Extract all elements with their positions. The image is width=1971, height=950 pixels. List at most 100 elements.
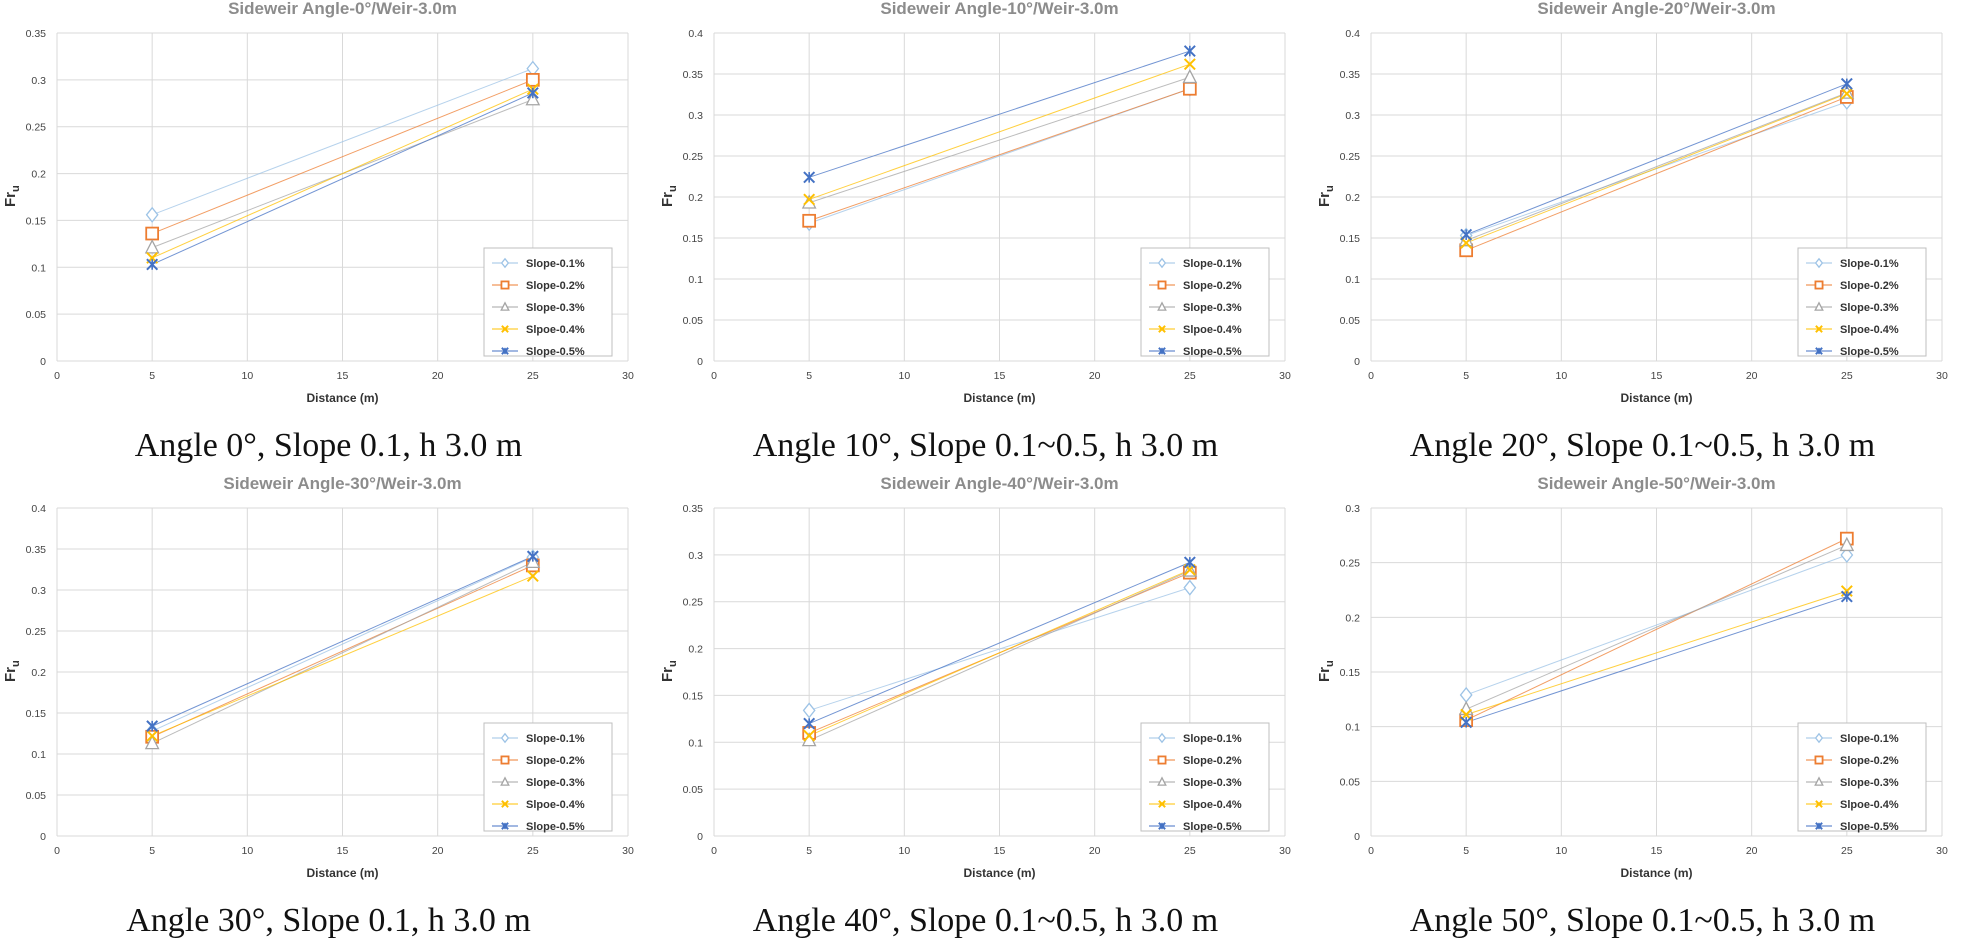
series-line-5	[809, 50, 1190, 178]
x-axis-label: Distance (m)	[306, 391, 378, 405]
x-tick-label: 25	[1184, 845, 1196, 857]
x-tick-label: 0	[1368, 845, 1374, 857]
x-tick-label: 20	[432, 370, 444, 382]
legend: Slope-0.1% Slope-0.2% Slope-0.3% Slpoe-0.4%…	[1140, 247, 1270, 358]
y-tick-label: 0.2	[31, 169, 46, 181]
chart-panel-3: Sideweir Angle-20°/Weir-3.0m 0 0.05 0.1 0.15…	[1314, 0, 1971, 475]
legend-marker	[500, 776, 510, 786]
y-tick-label: 0.3	[1345, 110, 1360, 122]
chart-svg-3: Sideweir Angle-20°/Weir-3.0m 0 0.05 0.1 0.15…	[1316, 0, 1948, 405]
legend-label: Slpoe-0.4%	[1840, 324, 1899, 336]
legend-marker	[500, 755, 510, 765]
x-tick-label: 15	[1651, 370, 1663, 382]
x-tick-label: 30	[622, 845, 634, 857]
legend-label: Slope-0.2%	[1183, 280, 1242, 292]
y-tick-label: 0.05	[26, 790, 47, 802]
data-point	[1458, 700, 1474, 716]
legend-marker	[1814, 755, 1824, 765]
series-line-4	[151, 88, 534, 259]
x-axis-label: Distance (m)	[1620, 866, 1692, 880]
legend-marker	[1158, 822, 1166, 830]
data-point	[1840, 590, 1853, 603]
y-tick-label: 0.35	[683, 503, 704, 515]
y-tick-label: 0.05	[1340, 776, 1361, 788]
legend-label: Slope-0.2%	[1840, 755, 1899, 767]
legend-marker	[500, 280, 510, 290]
chart-title: Sideweir Angle-10°/Weir-3.0m	[880, 0, 1118, 18]
legend-marker	[1814, 732, 1824, 744]
series-line-2	[151, 79, 534, 235]
chart-title: Sideweir Angle-50°/Weir-3.0m	[1537, 475, 1775, 493]
series-line-1	[809, 587, 1190, 711]
legend-label: Slope-0.2%	[1840, 280, 1899, 292]
legend-label: Slope-0.3%	[1183, 777, 1242, 789]
legend-label: Slpoe-0.4%	[1183, 324, 1242, 336]
y-tick-label: 0.1	[1345, 722, 1360, 734]
data-point	[1459, 686, 1473, 704]
chart-svg-4: Sideweir Angle-30°/Weir-3.0m 0 0.05 0.1 0.15…	[2, 475, 634, 880]
y-tick-label: 0.15	[1340, 667, 1361, 679]
chart-panel-6: Sideweir Angle-50°/Weir-3.0m 0 0.05 0.1 0.15…	[1314, 475, 1971, 950]
x-tick-label: 0	[54, 370, 60, 382]
y-tick-label: 0.3	[31, 585, 46, 597]
y-tick-label: 0.35	[26, 544, 47, 556]
legend-marker	[500, 732, 510, 744]
legend: Slope-0.1% Slope-0.2% Slope-0.3% Slpoe-0.4%…	[1797, 722, 1927, 833]
x-tick-label: 5	[1463, 845, 1469, 857]
legend-marker	[1815, 347, 1823, 355]
y-tick-label: 0.15	[26, 708, 47, 720]
y-tick-label: 0.15	[683, 690, 704, 702]
data-point	[525, 91, 541, 106]
legend: Slope-0.1% Slope-0.2% Slope-0.3% Slpoe-0.4%…	[1140, 722, 1270, 833]
x-tick-label: 10	[241, 845, 253, 857]
x-tick-label: 25	[1184, 370, 1196, 382]
data-point	[1182, 68, 1198, 84]
y-tick-label: 0.25	[26, 626, 47, 638]
legend-marker	[501, 325, 509, 333]
x-tick-label: 20	[1746, 370, 1758, 382]
y-tick-label: 0.2	[1345, 192, 1360, 204]
y-tick-label: 0.25	[1340, 151, 1361, 163]
y-tick-label: 0.3	[31, 75, 46, 87]
chart-svg-1: Sideweir Angle-0°/Weir-3.0m 0 0.05 0.1 0.15 0…	[2, 0, 634, 405]
legend-label: Slope-0.1%	[1183, 733, 1242, 745]
data-point	[1183, 45, 1196, 57]
legend-label: Slope-0.3%	[526, 777, 585, 789]
legend-label: Slope-0.5%	[1183, 821, 1242, 833]
y-tick-label: 0.25	[1340, 558, 1361, 570]
x-tick-label: 10	[898, 370, 910, 382]
series-line-3	[808, 570, 1191, 741]
series-line-4	[808, 63, 1191, 200]
legend-marker	[1157, 732, 1167, 744]
x-tick-label: 25	[527, 845, 539, 857]
x-tick-label: 0	[1368, 370, 1374, 382]
legend-marker	[500, 257, 510, 269]
legend-label: Slope-0.1%	[526, 258, 585, 270]
series-line-2	[151, 564, 534, 738]
legend-marker	[501, 347, 509, 355]
y-tick-label: 0	[40, 356, 46, 368]
data-point	[144, 734, 160, 750]
legend-marker	[1158, 325, 1166, 333]
x-tick-label: 15	[994, 370, 1006, 382]
legend-marker	[1157, 301, 1167, 311]
y-tick-label: 0.3	[1345, 503, 1360, 515]
x-tick-label: 30	[622, 370, 634, 382]
legend-label: Slope-0.2%	[526, 755, 585, 767]
data-point	[802, 213, 817, 228]
y-tick-label: 0.1	[31, 262, 46, 274]
chart-svg-5: Sideweir Angle-40°/Weir-3.0m 0 0.05 0.1 0.15…	[659, 475, 1291, 880]
x-tick-label: 5	[149, 370, 155, 382]
series-line-4	[808, 569, 1191, 737]
data-point	[145, 226, 160, 241]
y-tick-label: 0.3	[688, 550, 703, 562]
legend-marker	[1157, 776, 1167, 786]
y-tick-label: 0.4	[688, 28, 703, 40]
data-point	[1839, 536, 1855, 552]
y-tick-label: 0.2	[1345, 612, 1360, 624]
x-tick-label: 30	[1279, 370, 1291, 382]
x-axis-label: Distance (m)	[306, 866, 378, 880]
y-tick-label: 0.15	[1340, 233, 1361, 245]
series-line-2	[1465, 96, 1848, 251]
legend-label: Slope-0.1%	[1840, 258, 1899, 270]
